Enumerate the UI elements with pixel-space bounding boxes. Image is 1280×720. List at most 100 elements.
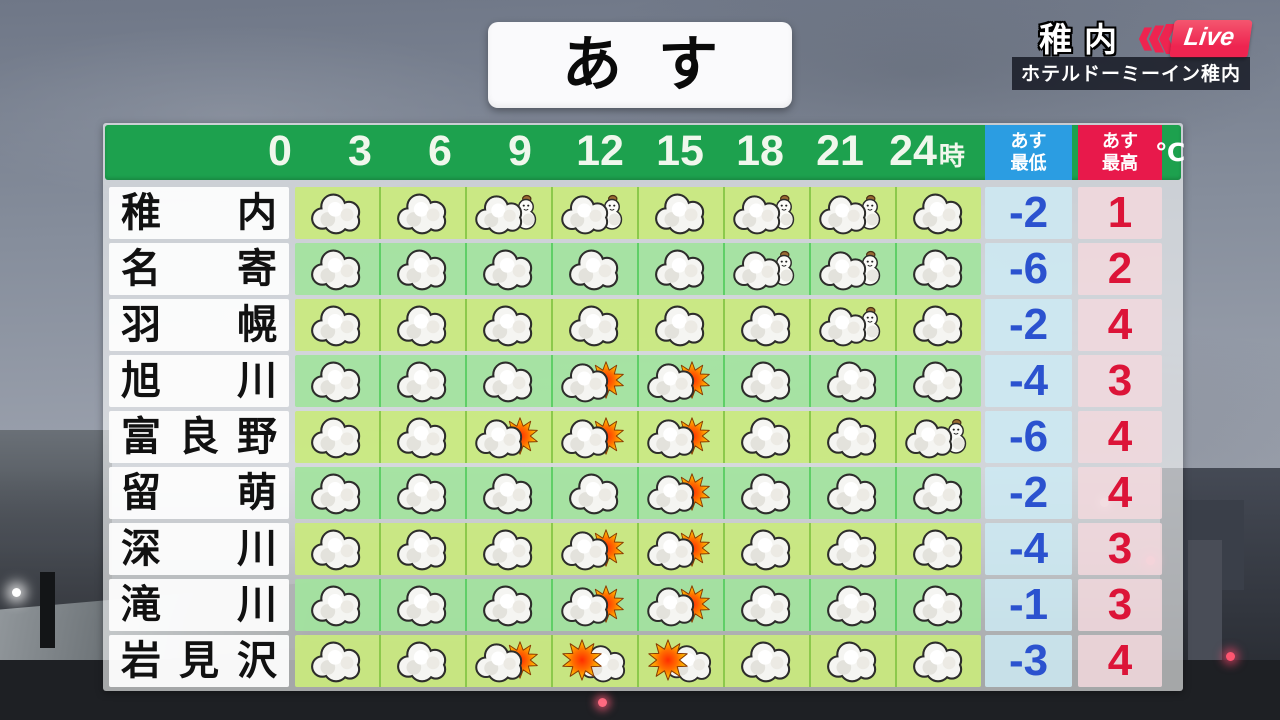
weather-cell — [637, 187, 723, 239]
weather-cell — [551, 411, 637, 463]
weather-cell — [551, 243, 637, 295]
live-badge: Live — [1169, 20, 1253, 58]
weather-icon-cloud — [727, 301, 807, 349]
forecast-row: 深川 -4 3 — [105, 523, 1181, 575]
weather-cell — [465, 355, 551, 407]
weather-icon-cloud — [383, 245, 463, 293]
weather-icon-cloud-snowman — [813, 245, 893, 293]
city-name: 旭川 — [121, 359, 277, 403]
cloud-icon — [737, 583, 797, 627]
weather-cell — [895, 299, 981, 351]
weather-cell — [809, 411, 895, 463]
weather-icon-cloud — [383, 357, 463, 405]
weather-cell — [295, 299, 379, 351]
forecast-row: 岩見沢 -3 4 — [105, 635, 1181, 687]
cloud-icon — [307, 303, 367, 347]
time-label: 12 — [576, 126, 624, 175]
cloud-icon — [307, 639, 367, 683]
weather-cell — [551, 635, 637, 687]
weather-icon-cloud — [469, 301, 549, 349]
weather-cell — [809, 187, 895, 239]
forecast-row: 羽幌 -2 4 — [105, 299, 1181, 351]
weather-icon-strip — [295, 579, 981, 631]
cloud-icon — [815, 305, 873, 347]
weather-icon-cloud — [727, 413, 807, 461]
live-caption: ホテルドーミーイン稚内 — [1011, 57, 1250, 90]
forecast-row: 旭川 -4 3 — [105, 355, 1181, 407]
cloud-icon — [729, 193, 787, 235]
city-cell: 留萌 — [109, 467, 289, 519]
high-temp-value: 1 — [1078, 187, 1162, 239]
weather-cell — [809, 635, 895, 687]
weather-cell — [379, 635, 465, 687]
low-temp-value: -3 — [985, 635, 1072, 687]
cloud-icon — [651, 247, 711, 291]
cloud-icon — [729, 249, 787, 291]
weather-icon-sun-cloud — [641, 637, 721, 685]
weather-cell — [723, 579, 809, 631]
weather-cell — [723, 299, 809, 351]
weather-icon-cloud-snowman — [469, 189, 549, 237]
city-cell: 滝川 — [109, 579, 289, 631]
page-title: あす — [562, 31, 754, 98]
weather-cell — [295, 523, 379, 575]
weather-icon-cloud — [469, 525, 549, 573]
cloud-icon — [565, 303, 625, 347]
high-temp-value: 2 — [1078, 243, 1162, 295]
weather-icon-cloud-sun — [555, 581, 635, 629]
weather-cell — [637, 355, 723, 407]
weather-icon-cloud — [899, 581, 979, 629]
weather-cell — [551, 187, 637, 239]
weather-icon-cloud-snowman — [555, 189, 635, 237]
weather-cell — [723, 635, 809, 687]
cloud-icon — [909, 303, 969, 347]
cloud-icon — [307, 247, 367, 291]
weather-icon-cloud — [383, 637, 463, 685]
weather-icon-strip — [295, 299, 981, 351]
weather-icon-cloud — [383, 189, 463, 237]
weather-cell — [723, 411, 809, 463]
weather-icon-cloud — [899, 245, 979, 293]
weather-cell — [895, 579, 981, 631]
weather-icon-cloud-snowman — [813, 189, 893, 237]
high-temp-value: 3 — [1078, 523, 1162, 575]
weather-cell — [295, 467, 379, 519]
weather-icon-cloud — [727, 525, 807, 573]
table-header: 0 3 6 9 12 15 18 21 24時 あす 最低 あす 最高 ℃ — [105, 125, 1185, 180]
weather-cell — [551, 523, 637, 575]
cloud-icon — [651, 303, 711, 347]
forecast-row: 富良野 -6 4 — [105, 411, 1181, 463]
forecast-row: 名寄 -6 2 — [105, 243, 1181, 295]
weather-cell — [295, 579, 379, 631]
cloud-icon — [393, 191, 453, 235]
weather-icon-cloud-sun — [555, 357, 635, 405]
cloud-icon — [909, 639, 969, 683]
weather-icon-cloud — [641, 189, 721, 237]
weather-cell — [295, 243, 379, 295]
cloud-icon — [651, 191, 711, 235]
weather-cell — [379, 355, 465, 407]
cloud-icon — [823, 583, 883, 627]
weather-cell — [723, 523, 809, 575]
cloud-icon — [737, 471, 797, 515]
weather-icon-cloud — [383, 413, 463, 461]
weather-cell — [379, 579, 465, 631]
cloud-icon — [909, 191, 969, 235]
weather-icon-cloud — [813, 357, 893, 405]
weather-icon-cloud-snowman — [727, 189, 807, 237]
cloud-icon — [823, 359, 883, 403]
weather-cell — [637, 243, 723, 295]
cloud-icon — [557, 193, 615, 235]
weather-icon-cloud-sun — [641, 469, 721, 517]
cloud-icon — [643, 585, 701, 627]
weather-icon-cloud — [727, 357, 807, 405]
weather-icon-cloud-snowman — [727, 245, 807, 293]
cloud-icon — [823, 527, 883, 571]
cloud-icon — [643, 417, 701, 459]
high-temp-value: 3 — [1078, 355, 1162, 407]
cloud-icon — [643, 529, 701, 571]
cloud-icon — [479, 471, 539, 515]
chevron-left-icon — [1138, 27, 1153, 51]
city-name: 岩見沢 — [121, 639, 277, 683]
weather-cell — [895, 635, 981, 687]
